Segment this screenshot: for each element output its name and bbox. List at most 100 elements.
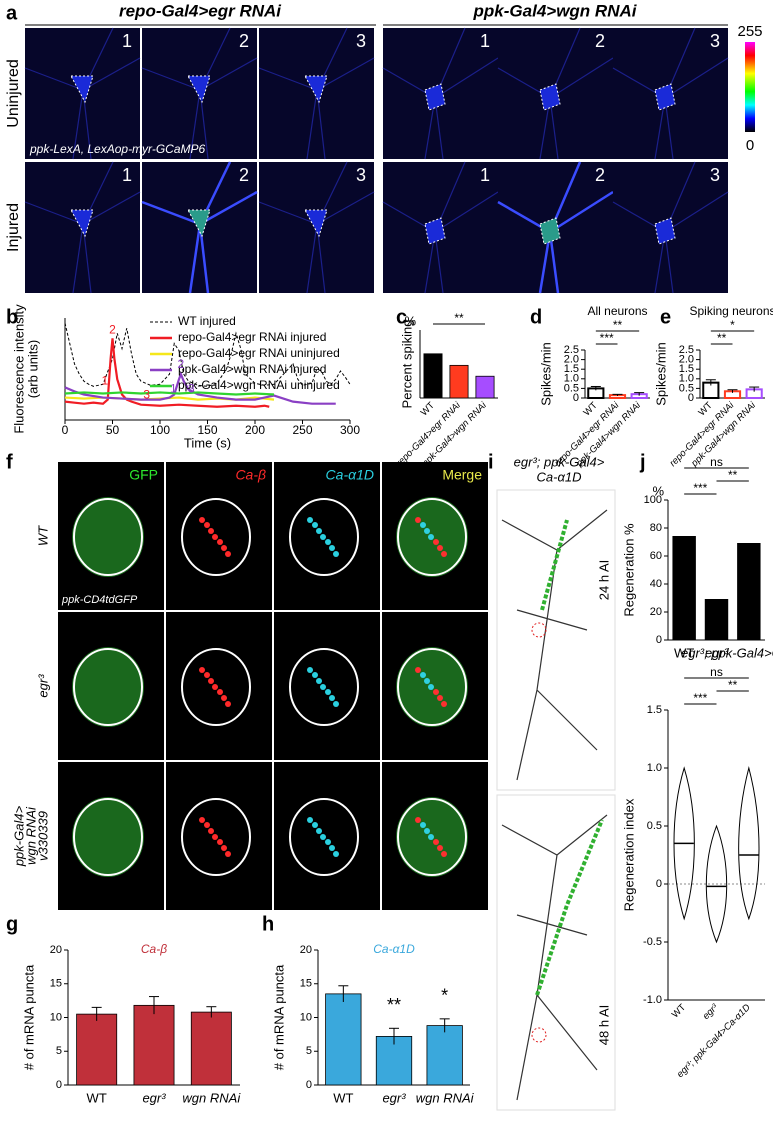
frame-number: 1 xyxy=(122,165,132,185)
y-tick-label: 2.0 xyxy=(679,354,694,366)
puncta xyxy=(212,534,218,540)
y-tick-label: 0 xyxy=(306,1079,312,1091)
soma-outline xyxy=(654,217,676,245)
puncta xyxy=(221,545,227,551)
x-tick-label: WT xyxy=(419,400,437,418)
y-unit: % xyxy=(404,313,416,328)
cell-outline xyxy=(73,498,143,576)
puncta xyxy=(437,695,443,701)
y-tick-label: 1.0 xyxy=(679,373,694,385)
y-tick-label: 0.5 xyxy=(679,382,694,394)
frame-number: 1 xyxy=(480,31,490,51)
legend-label: ppk-Gal4>wgn RNAi uninjured xyxy=(178,378,340,392)
y-axis-label: Regeneration index xyxy=(621,798,636,911)
puncta xyxy=(441,701,447,707)
puncta xyxy=(333,701,339,707)
puncta xyxy=(415,667,421,673)
image-bg xyxy=(166,462,272,610)
y-tick-label: 2.5 xyxy=(679,344,694,356)
x-tick-label: egr³ xyxy=(142,1090,166,1105)
puncta xyxy=(333,551,339,557)
x-tick-label: 200 xyxy=(245,423,265,437)
micrograph xyxy=(58,762,164,910)
cell-outline xyxy=(181,498,251,576)
header: repo-Gal4>egr RNAi xyxy=(119,1,282,20)
y-tick-label: 20 xyxy=(300,944,312,956)
puncta xyxy=(199,517,205,523)
puncta xyxy=(316,528,322,534)
x-tick-label: 100 xyxy=(150,423,170,437)
puncta xyxy=(437,845,443,851)
micrograph xyxy=(166,462,272,610)
puncta xyxy=(441,551,447,557)
violin xyxy=(705,824,728,944)
soma-outline xyxy=(424,83,446,111)
significance: *** xyxy=(693,691,707,705)
chart-title: Ca-α1D xyxy=(373,942,415,956)
puncta xyxy=(420,672,426,678)
y-axis-label: # of mRNA puncta xyxy=(21,964,36,1070)
puncta xyxy=(212,684,218,690)
soma-outline xyxy=(187,75,211,104)
micrograph xyxy=(274,762,380,910)
y-tick-label: 1.5 xyxy=(679,363,694,375)
cell-outline xyxy=(181,798,251,876)
puncta xyxy=(320,534,326,540)
y-tick-label: 0 xyxy=(56,1079,62,1091)
micrograph xyxy=(497,161,614,294)
puncta xyxy=(307,517,313,523)
frame-number: 3 xyxy=(710,31,720,51)
frame-number: 2 xyxy=(239,165,249,185)
panel-letter: j xyxy=(639,451,646,473)
panel-letter: h xyxy=(262,913,274,935)
micrograph xyxy=(496,489,616,791)
y-axis-label: Spikes/min xyxy=(653,342,668,406)
puncta xyxy=(221,845,227,851)
micrograph xyxy=(612,161,729,294)
puncta xyxy=(221,695,227,701)
dendrite xyxy=(24,27,141,160)
panel-letter: c xyxy=(396,306,407,328)
puncta xyxy=(312,822,318,828)
cell-outline xyxy=(73,648,143,726)
y-tick-label: 0.5 xyxy=(564,382,579,394)
bar xyxy=(190,1011,232,1086)
significance: ** xyxy=(454,311,464,325)
y-tick-label: 0 xyxy=(656,634,662,646)
x-tick-label: 300 xyxy=(340,423,360,437)
chart-title: Spiking neurons xyxy=(689,304,773,318)
chart-title: All neurons xyxy=(587,304,647,318)
puncta xyxy=(225,701,231,707)
y-tick-label: 20 xyxy=(650,606,662,618)
series-line xyxy=(64,391,275,396)
colorbar-min: 0 xyxy=(746,137,754,154)
puncta xyxy=(428,684,434,690)
dendrite xyxy=(612,27,729,160)
puncta xyxy=(415,517,421,523)
image-bg xyxy=(496,794,616,1111)
y-tick-label: -1.0 xyxy=(643,994,662,1006)
x-tick-label: egr³; ppk-Gal4>Ca-α1D xyxy=(681,645,773,660)
bar xyxy=(737,543,761,641)
series-line xyxy=(64,371,336,405)
regrowth-trace xyxy=(540,519,569,611)
violin xyxy=(738,766,760,921)
cell-outline xyxy=(397,798,467,876)
puncta xyxy=(225,551,231,557)
puncta xyxy=(433,539,439,545)
puncta xyxy=(199,667,205,673)
bar xyxy=(672,536,696,641)
bar xyxy=(475,375,495,399)
x-tick-label: 50 xyxy=(106,423,120,437)
row-label: Uninjured xyxy=(5,59,22,127)
puncta xyxy=(424,528,430,534)
bar xyxy=(133,1004,175,1086)
dendrite xyxy=(258,27,375,160)
puncta xyxy=(225,851,231,857)
puncta xyxy=(441,851,447,857)
puncta xyxy=(320,834,326,840)
legend-label: ppk-Gal4>wgn RNAi injured xyxy=(178,362,326,376)
cell-outline xyxy=(397,648,467,726)
puncta xyxy=(325,539,331,545)
